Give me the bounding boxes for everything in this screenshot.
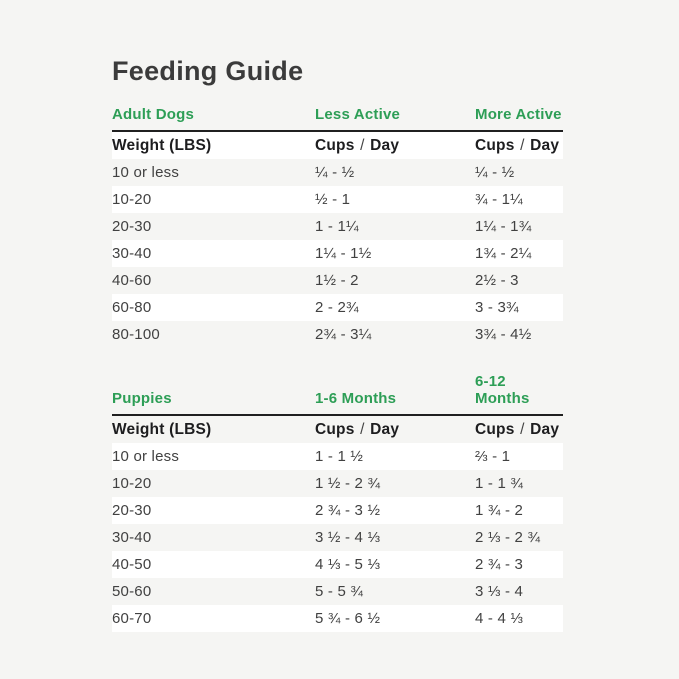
table-row: 60-80 2 - 2¾ 3 - 3¾ [112,294,563,321]
weight-range-cell: 10 or less [112,164,180,181]
cups-range-cell: 2¾ - 3¼ [315,326,372,343]
cups-label: Cups [315,136,355,154]
weight-range-cell: 10-20 [112,191,152,208]
content-area: Feeding Guide Adult Dogs Less Active Mor… [112,56,563,632]
cups-range-cell: 4 - 4 ⅓ [475,610,524,627]
cups-range-cell: 1 ¾ - 2 [475,502,524,519]
weight-range-cell: 30-40 [112,529,152,546]
table-row: 10 or less ¼ - ½ ¼ - ½ [112,159,563,186]
cups-range-cell: ¾ - 1¼ [475,191,523,208]
table-row: 30-40 1¼ - 1½ 1¾ - 2¼ [112,240,563,267]
table-row: 10-20 ½ - 1 ¾ - 1¼ [112,186,563,213]
section-title-puppies: Puppies [112,390,172,407]
puppies-section-header: Puppies 1-6 Months 6-12 Months [112,373,563,414]
cups-range-cell: 2½ - 3 [475,272,519,289]
puppies-table: Puppies 1-6 Months 6-12 Months Weight (L… [112,373,563,632]
cups-range-cell: 2 ¾ - 3 [475,556,524,573]
feeding-guide-page: Feeding Guide Adult Dogs Less Active Mor… [112,56,563,632]
section-title-adult-dogs: Adult Dogs [112,106,194,123]
weight-range-cell: 40-50 [112,556,152,573]
page-title: Feeding Guide [112,56,304,86]
adult-dogs-rows: 10 or less ¼ - ½ ¼ - ½ 10-20 ½ - 1 ¾ - 1¼ 20-3… [112,159,563,348]
weight-range-cell: 10 or less [112,448,180,465]
cups-range-cell: ⅔ - 1 [475,448,511,465]
weight-range-cell: 80-100 [112,326,160,343]
cups-range-cell: 2 ¾ - 3 ½ [315,502,381,519]
cups-range-cell: 3 - 3¾ [475,299,519,316]
column-label-more-active: More Active [475,106,562,123]
cups-range-cell: 1 ½ - 2 ¾ [315,475,381,492]
table-row: 40-60 1½ - 2 2½ - 3 [112,267,563,294]
adult-dogs-table-body: Weight (LBS) Cups / Day Cups / Day 10 or… [112,130,563,348]
adult-dogs-section-header: Adult Dogs Less Active More Active [112,106,563,130]
cups-range-cell: 4 ⅓ - 5 ⅓ [315,556,381,573]
cups-range-cell: 2 ⅓ - 2 ¾ [475,529,541,546]
slash-separator: / [520,420,525,438]
table-row: 20-30 2 ¾ - 3 ½ 1 ¾ - 2 [112,497,563,524]
weight-range-cell: 60-70 [112,610,152,627]
cups-label: Cups [315,420,355,438]
table-row: 40-50 4 ⅓ - 5 ⅓ 2 ¾ - 3 [112,551,563,578]
table-row: 60-70 5 ¾ - 6 ½ 4 - 4 ⅓ [112,605,563,632]
weight-range-cell: 50-60 [112,583,152,600]
cups-range-cell: 1¼ - 1½ [315,245,372,262]
weight-range-cell: 20-30 [112,502,152,519]
weight-range-cell: 60-80 [112,299,152,316]
weight-range-cell: 40-60 [112,272,152,289]
day-label: Day [370,136,400,154]
cups-range-cell: 2 - 2¾ [315,299,359,316]
table-header-row: Weight (LBS) Cups / Day Cups / Day [112,416,563,443]
day-label: Day [530,136,560,154]
cups-range-cell: 1¼ - 1¾ [475,218,532,235]
slash-separator: / [520,136,525,154]
cups-range-cell: ½ - 1 [315,191,351,208]
cups-label: Cups [475,136,515,154]
cups-range-cell: 1¾ - 2¼ [475,245,532,262]
table-row: 20-30 1 - 1¼ 1¼ - 1¾ [112,213,563,240]
cups-range-cell: 5 - 5 ¾ [315,583,364,600]
weight-lbs-header: Weight (LBS) [112,136,212,154]
cups-per-day-header: Cups / Day [475,137,563,155]
table-row: 10-20 1 ½ - 2 ¾ 1 - 1 ¾ [112,470,563,497]
cups-range-cell: 3 ⅓ - 4 [475,583,524,600]
table-row: 30-40 3 ½ - 4 ⅓ 2 ⅓ - 2 ¾ [112,524,563,551]
column-label-1-6-months: 1-6 Months [315,390,397,407]
cups-range-cell: 1½ - 2 [315,272,359,289]
cups-range-cell: 1 - 1¼ [315,218,359,235]
cups-per-day-header: Cups / Day [315,137,475,155]
adult-dogs-table: Adult Dogs Less Active More Active Weigh… [112,106,563,348]
cups-range-cell: ¼ - ½ [315,164,355,181]
slash-separator: / [360,420,365,438]
table-row: 10 or less 1 - 1 ½ ⅔ - 1 [112,443,563,470]
weight-range-cell: 20-30 [112,218,152,235]
weight-range-cell: 30-40 [112,245,152,262]
puppies-table-body: Weight (LBS) Cups / Day Cups / Day 10 or… [112,414,563,632]
table-row: 80-100 2¾ - 3¼ 3¾ - 4½ [112,321,563,348]
cups-range-cell: 3¾ - 4½ [475,326,532,343]
slash-separator: / [360,136,365,154]
column-label-less-active: Less Active [315,106,401,123]
cups-range-cell: 1 - 1 ½ [315,448,364,465]
puppies-rows: 10 or less 1 - 1 ½ ⅔ - 1 10-20 1 ½ - 2 ¾ 1 - … [112,443,563,632]
cups-range-cell: ¼ - ½ [475,164,515,181]
table-row: 50-60 5 - 5 ¾ 3 ⅓ - 4 [112,578,563,605]
column-label-6-12-months: 6-12 Months [475,373,530,407]
cups-label: Cups [475,420,515,438]
cups-per-day-header: Cups / Day [315,421,475,439]
cups-range-cell: 3 ½ - 4 ⅓ [315,529,381,546]
cups-range-cell: 1 - 1 ¾ [475,475,524,492]
cups-per-day-header: Cups / Day [475,421,563,439]
day-label: Day [370,420,400,438]
weight-lbs-header: Weight (LBS) [112,420,212,438]
cups-range-cell: 5 ¾ - 6 ½ [315,610,381,627]
table-header-row: Weight (LBS) Cups / Day Cups / Day [112,132,563,159]
day-label: Day [530,420,560,438]
weight-range-cell: 10-20 [112,475,152,492]
